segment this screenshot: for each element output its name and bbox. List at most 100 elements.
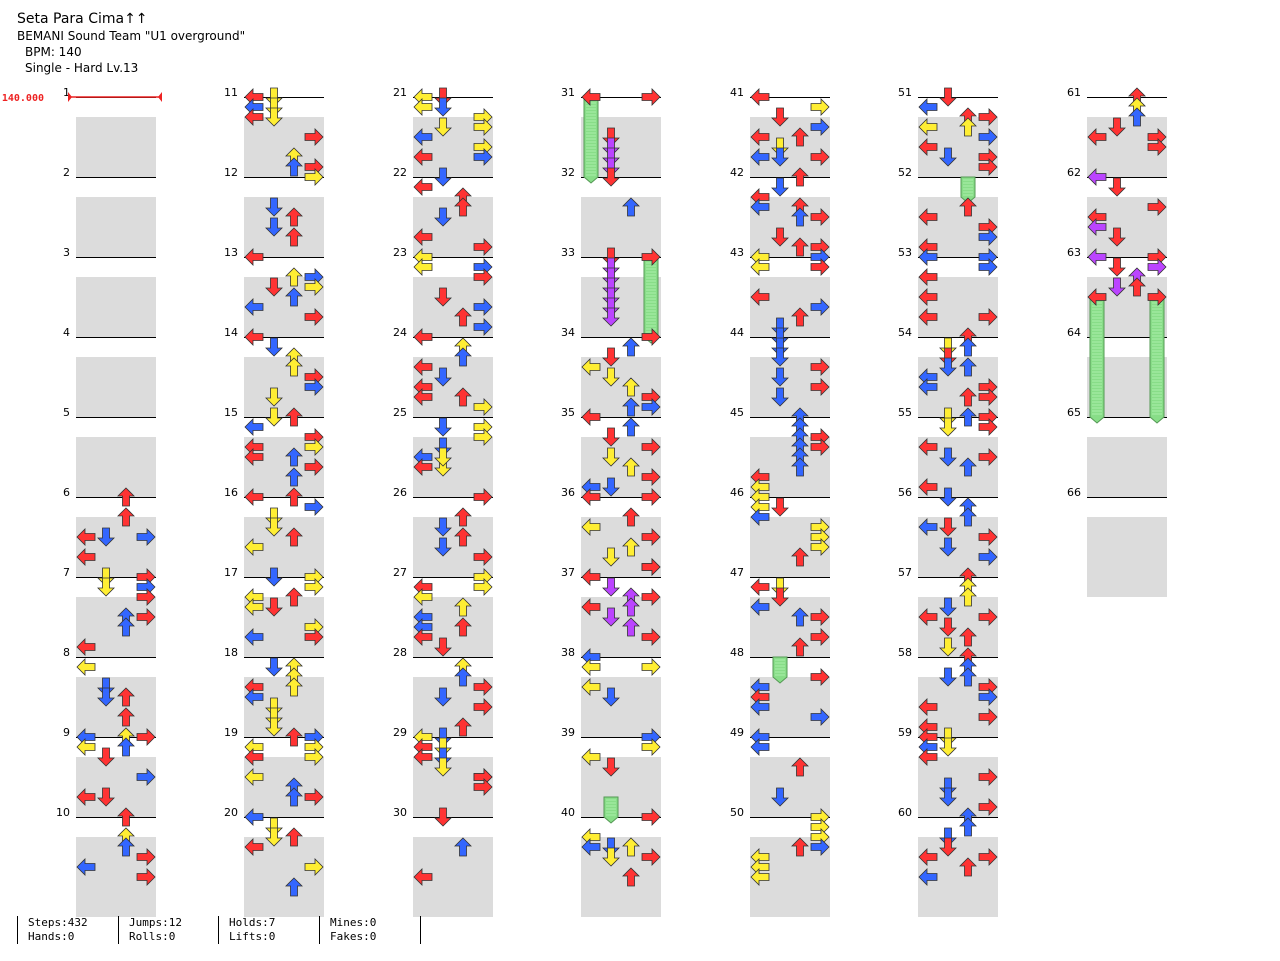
beat-stripe [413, 817, 493, 837]
beat-stripe [76, 137, 156, 157]
beat-stripe [918, 317, 998, 337]
measure-number: 47 [730, 566, 744, 579]
beat-stripe [750, 737, 830, 757]
beat-stripe [244, 97, 324, 117]
beat-stripe [76, 297, 156, 317]
beat-stripe [244, 897, 324, 917]
beat-stripe [750, 117, 830, 137]
beat-stripe [244, 657, 324, 677]
beat-stripe [750, 297, 830, 317]
beat-stripe [413, 457, 493, 477]
difficulty-label: Single - Hard Lv.13 [25, 61, 139, 75]
beat-stripe [76, 337, 156, 357]
beat-stripe [918, 117, 998, 137]
measure-number: 41 [730, 86, 744, 99]
beat-stripe [413, 137, 493, 157]
beat-stripe [413, 537, 493, 557]
measure-number: 60 [898, 806, 912, 819]
beat-stripe [918, 197, 998, 217]
beat-stripe [76, 257, 156, 277]
measure-number: 22 [393, 166, 407, 179]
beat-stripe [244, 137, 324, 157]
beat-stripe [918, 97, 998, 117]
beat-stripe [1087, 177, 1167, 197]
beat-stripe [1087, 217, 1167, 237]
beat-stripe [918, 377, 998, 397]
beat-stripe [244, 857, 324, 877]
bpm-marker-left [68, 92, 72, 102]
beat-stripe [918, 657, 998, 677]
beat-stripe [581, 97, 661, 117]
measure-number: 17 [224, 566, 238, 579]
beat-stripe [413, 117, 493, 137]
beat-stripe [918, 177, 998, 197]
beat-stripe [918, 157, 998, 177]
beat-stripe [750, 777, 830, 797]
beat-stripe [413, 417, 493, 437]
beat-stripe [750, 277, 830, 297]
stats-col-2: Jumps:12 Rolls:0 [118, 916, 182, 944]
beat-stripe [750, 497, 830, 517]
stat-hands: Hands:0 [28, 930, 75, 943]
beat-stripe [918, 457, 998, 477]
beat-stripe [1087, 417, 1167, 437]
beat-stripe [76, 837, 156, 857]
beat-stripe [413, 377, 493, 397]
beat-stripe [918, 817, 998, 837]
measure-number: 16 [224, 486, 238, 499]
beat-stripe [413, 157, 493, 177]
beat-stripe [76, 657, 156, 677]
beat-stripe [76, 237, 156, 257]
beat-stripe [750, 437, 830, 457]
beat-stripe [1087, 437, 1167, 457]
beat-stripe [581, 637, 661, 657]
measure-number: 26 [393, 486, 407, 499]
beat-stripe [76, 717, 156, 737]
beat-stripe [76, 577, 156, 597]
beat-stripe [581, 817, 661, 837]
beat-stripe [244, 337, 324, 357]
beat-stripe [581, 517, 661, 537]
beat-stripe [918, 677, 998, 697]
beat-stripe [244, 577, 324, 597]
measure-number: 61 [1067, 86, 1081, 99]
beat-stripe [1087, 577, 1167, 597]
measure-number: 65 [1067, 406, 1081, 419]
beat-stripe [750, 597, 830, 617]
beat-stripe [1087, 457, 1167, 477]
bpm-label: BPM: 140 [25, 45, 82, 59]
measure-number: 31 [561, 86, 575, 99]
beat-stripe [76, 157, 156, 177]
beat-stripe [750, 357, 830, 377]
beat-stripe [581, 857, 661, 877]
hold-note [603, 796, 619, 824]
beat-stripe [244, 597, 324, 617]
beat-stripe [750, 217, 830, 237]
beat-stripe [581, 397, 661, 417]
beat-stripe [750, 877, 830, 897]
beat-stripe [413, 97, 493, 117]
measure-number: 10 [56, 806, 70, 819]
beat-stripe [244, 357, 324, 377]
beat-stripe [76, 177, 156, 197]
beat-stripe [413, 337, 493, 357]
beat-stripe [244, 757, 324, 777]
measure-number: 48 [730, 646, 744, 659]
beat-stripe [750, 337, 830, 357]
measure-number: 44 [730, 326, 744, 339]
beat-stripe [413, 677, 493, 697]
beat-stripe [1087, 397, 1167, 417]
beat-stripe [244, 277, 324, 297]
beat-stripe [750, 677, 830, 697]
beat-stripe [918, 397, 998, 417]
beat-stripe [413, 517, 493, 537]
beat-stripe [918, 737, 998, 757]
measure-number: 46 [730, 486, 744, 499]
beat-stripe [1087, 197, 1167, 217]
beat-stripe [76, 617, 156, 637]
measure-number: 38 [561, 646, 575, 659]
beat-stripe [1087, 317, 1167, 337]
stat-lifts: Lifts:0 [229, 930, 276, 943]
beat-stripe [750, 257, 830, 277]
